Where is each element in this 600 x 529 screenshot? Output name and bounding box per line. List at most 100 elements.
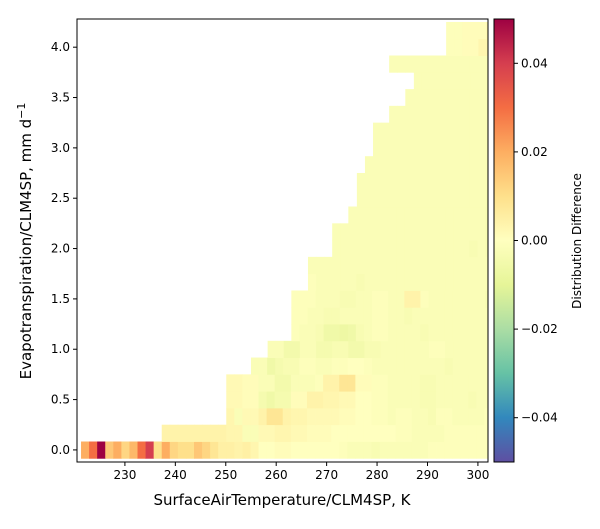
heatmap-cell [461, 189, 471, 208]
heatmap-cell [470, 38, 479, 56]
heatmap-cell [266, 424, 276, 442]
x-axis-label: SurfaceAirTemperature/CLM4SP, K [153, 491, 411, 509]
heatmap-cell [397, 139, 406, 157]
heatmap-cell [372, 357, 381, 375]
heatmap-cell [484, 441, 489, 459]
heatmap-cell [323, 324, 333, 342]
heatmap-cell [371, 407, 380, 426]
heatmap-cell [298, 391, 308, 409]
heatmap-cell [412, 223, 422, 241]
heatmap-cell [275, 340, 285, 359]
heatmap-cell [194, 441, 203, 459]
heatmap-cell [436, 407, 445, 426]
heatmap-cell [364, 223, 373, 241]
heatmap-cell [438, 72, 447, 90]
heatmap-cell [460, 424, 469, 442]
heatmap-cell [315, 391, 324, 409]
heatmap-cell [396, 324, 405, 342]
heatmap-cell [331, 407, 340, 426]
heatmap-cell [324, 273, 333, 291]
heatmap-cell [444, 374, 453, 392]
y-axis-label-sup: −1 [15, 103, 28, 119]
heatmap-cell [266, 374, 276, 392]
heatmap-cell [413, 122, 422, 140]
heatmap-cell [445, 172, 455, 191]
heatmap-cell [404, 206, 414, 224]
heatmap-cell [242, 424, 251, 442]
heatmap-cell [461, 55, 471, 73]
heatmap-cell [129, 441, 138, 459]
heatmap-cell [396, 256, 406, 275]
heatmap-cell [89, 441, 98, 459]
heatmap-cell [461, 156, 471, 174]
heatmap-cell [381, 139, 390, 157]
heatmap-cell [371, 424, 380, 442]
heatmap-cell [113, 441, 122, 459]
heatmap-cell [452, 357, 462, 375]
heatmap-cell [218, 424, 227, 442]
heatmap-cell [453, 156, 463, 174]
heatmap-cell [396, 273, 406, 291]
heatmap-cell [462, 38, 471, 56]
heatmap-cell [339, 424, 348, 442]
heatmap-cell [274, 424, 284, 442]
heatmap-cell [340, 256, 349, 275]
colorbar-tick-label: 0.02 [521, 145, 548, 159]
heatmap-cell [331, 357, 341, 375]
heatmap-cell [395, 407, 405, 426]
heatmap-cell [452, 391, 461, 409]
heatmap-cell [436, 424, 445, 442]
heatmap-cell [331, 424, 340, 442]
heatmap-cell [436, 441, 445, 459]
heatmap-cell [250, 357, 260, 375]
heatmap-cell [429, 240, 438, 258]
heatmap-cell [452, 407, 461, 426]
heatmap-cell [421, 105, 430, 124]
heatmap-cell [355, 424, 364, 442]
heatmap-cell [453, 122, 463, 140]
heatmap-cell [356, 340, 365, 359]
heatmap-cell [291, 340, 301, 359]
heatmap-cell [477, 172, 487, 191]
heatmap-cell [452, 424, 461, 442]
heatmap-cell [380, 206, 390, 224]
heatmap-cell [315, 357, 324, 375]
heatmap-cell [478, 21, 487, 40]
heatmap-cell [396, 340, 406, 359]
heatmap-cell [429, 256, 438, 275]
heatmap-cell [469, 189, 479, 208]
heatmap-cell [396, 223, 406, 241]
heatmap-cell [412, 357, 421, 375]
heatmap-cell [428, 290, 437, 308]
heatmap-cell [429, 122, 438, 140]
heatmap-cell [348, 340, 357, 359]
heatmap-cell [274, 374, 284, 392]
heatmap-cell [372, 273, 381, 291]
heatmap-cell [218, 441, 227, 459]
heatmap-cell [437, 172, 447, 191]
heatmap-cell [363, 374, 372, 392]
heatmap-cell [413, 139, 422, 157]
heatmap-cell [290, 424, 300, 442]
heatmap-cell [355, 374, 364, 392]
heatmap-cell [234, 407, 243, 426]
heatmap-cell [453, 273, 462, 291]
heatmap-cell [477, 156, 487, 174]
heatmap-cell [379, 374, 389, 392]
heatmap-cell [282, 424, 292, 442]
heatmap-cell [444, 391, 453, 409]
heatmap-cell [290, 391, 300, 409]
heatmap-cell [420, 206, 430, 224]
heatmap-cell [454, 38, 463, 56]
heatmap-cell [429, 105, 438, 124]
heatmap-cell [444, 357, 454, 375]
heatmap-cell [436, 307, 446, 325]
heatmap-cell [299, 340, 309, 359]
heatmap-cell [316, 340, 325, 359]
heatmap-cell [323, 290, 333, 308]
heatmap-cell [468, 374, 477, 392]
heatmap-cell [387, 424, 397, 442]
heatmap-cell [315, 290, 324, 308]
heatmap-cell [185, 441, 195, 459]
heatmap-cell [437, 256, 446, 275]
